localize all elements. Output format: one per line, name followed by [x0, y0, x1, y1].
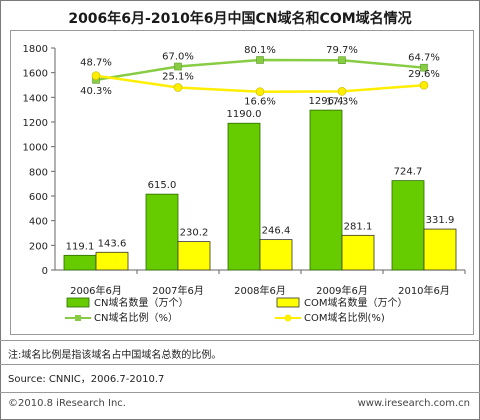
bar-cn: [391, 180, 425, 271]
bar-cn: [145, 193, 179, 271]
source-divider: [0, 364, 480, 365]
point-com-ratio: [173, 83, 183, 92]
bar-cn: [227, 122, 261, 271]
note-divider: [0, 340, 480, 341]
legend-marker-com-ratio: [284, 314, 292, 322]
legend-label-com-ratio: COM域名比例(%): [304, 311, 385, 324]
y-tick-label: 400: [29, 217, 48, 228]
bar-label-cn: 1296.4: [309, 96, 344, 107]
point-com-ratio: [337, 87, 347, 96]
y-tick-label: 200: [29, 241, 48, 252]
point-com-ratio: [255, 87, 265, 97]
bar-cn: [309, 109, 343, 271]
bar-label-cn: 1190.0: [227, 109, 262, 120]
plot-area-border: [10, 30, 474, 335]
point-com-ratio: [419, 80, 429, 90]
bar-label-com: 246.4: [262, 226, 291, 237]
x-tick-label: 2006年6月: [70, 284, 122, 297]
ratio-label-com: 25.1%: [162, 71, 194, 82]
ratio-label-com: 16.6%: [244, 97, 276, 108]
bar-label-cn: 119.1: [66, 241, 95, 252]
y-tick-label: 1200: [23, 118, 48, 129]
bar-label-com: 281.1: [344, 221, 373, 232]
x-tick-label: 2010年6月: [398, 284, 450, 297]
ratio-label-com: 17.3%: [326, 96, 358, 107]
y-tick-label: 0: [42, 266, 48, 277]
bar-label-com: 143.6: [98, 238, 127, 249]
chart-svg: 0 200 400 600 800 1000 1200 1400 1600 1800 2006年6月…: [23, 44, 466, 324]
bar-cn: [63, 254, 97, 271]
legend-label-com: COM域名数量（万个）: [304, 296, 407, 309]
ratio-label-com: 29.6%: [408, 69, 440, 80]
y-tick-label: 1000: [23, 143, 48, 154]
y-tick-label: 1600: [23, 69, 48, 80]
chart-source: Source: CNNIC，2006.7-2010.7: [8, 374, 165, 385]
x-tick-label: 2007年6月: [152, 284, 204, 297]
legend-swatch-com: [276, 297, 300, 308]
chart-note: 注:域名比例是指该域名占中国域名总数的比例。: [8, 350, 222, 361]
bar-label-cn: 724.7: [394, 167, 423, 178]
point-cn-ratio: [256, 56, 264, 64]
ratio-label-cn: 67.0%: [162, 52, 194, 63]
ratio-label-cn: 79.7%: [326, 45, 358, 56]
x-tick-label: 2009年6月: [316, 284, 368, 297]
ratio-label-com: 48.7%: [80, 58, 112, 69]
y-tick-label: 1800: [23, 44, 48, 55]
copyright-text: ©2010.8 iResearch Inc.: [8, 398, 126, 409]
point-cn-ratio: [338, 56, 346, 64]
bar-com: [177, 241, 211, 271]
bar-com: [259, 239, 293, 271]
point-cn-ratio: [174, 62, 182, 71]
bar-label-com: 331.9: [426, 215, 455, 226]
legend-marker-cn-ratio: [75, 315, 81, 321]
chart-title: 2006年6月-2010年6月中国CN域名和COM域名情况: [68, 11, 412, 27]
ratio-label-cn: 64.7%: [408, 53, 440, 64]
footer-divider: [0, 392, 480, 393]
legend-swatch-cn: [66, 297, 90, 308]
legend-label-cn-ratio: CN域名比例（%）: [94, 311, 178, 324]
website-text: www.iresearch.com.cn: [357, 398, 470, 409]
bar-com: [423, 228, 457, 271]
y-tick-label: 800: [29, 167, 48, 178]
legend-label-cn: CN域名数量（万个）: [94, 296, 188, 309]
bar-com: [341, 234, 375, 271]
y-tick-label: 1400: [23, 93, 48, 104]
point-com-ratio: [91, 71, 101, 80]
y-tick-label: 600: [29, 192, 48, 203]
bar-label-com: 230.2: [180, 228, 209, 239]
x-tick-label: 2008年6月: [234, 284, 286, 297]
bar-com: [95, 251, 129, 271]
ratio-label-cn: 80.1%: [244, 45, 276, 56]
point-cn-ratio: [420, 63, 428, 72]
ratio-label-cn: 40.3%: [80, 86, 112, 97]
bar-label-cn: 615.0: [148, 180, 177, 191]
